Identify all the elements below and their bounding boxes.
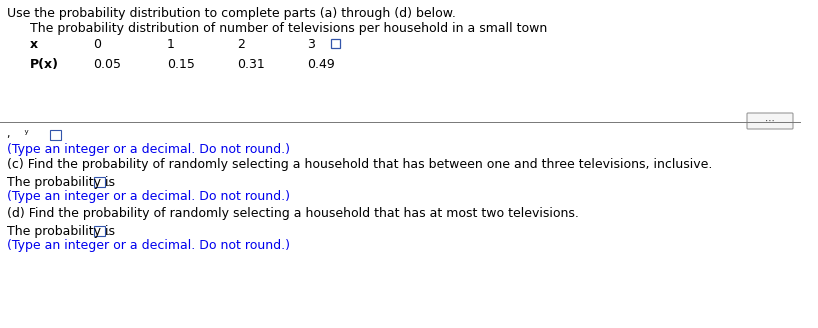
Text: x: x [30, 38, 38, 51]
Text: 0.49: 0.49 [307, 58, 335, 71]
Bar [50, 130, 61, 140]
Text: 1: 1 [167, 38, 175, 51]
Bar [94, 226, 105, 236]
Text: 2: 2 [237, 38, 245, 51]
Bar [94, 177, 105, 187]
Text: 0.31: 0.31 [237, 58, 265, 71]
Text: (Type an integer or a decimal. Do not round.): (Type an integer or a decimal. Do not ro… [7, 190, 290, 203]
Text: 0: 0 [93, 38, 101, 51]
Text: The probability distribution of number of televisions per household in a small t: The probability distribution of number o… [30, 22, 547, 35]
Text: (c) Find the probability of randomly selecting a household that has between one : (c) Find the probability of randomly sel… [7, 158, 712, 171]
Text: ,    ʸ: , ʸ [7, 129, 29, 139]
Text: .: . [106, 176, 110, 189]
Text: (Type an integer or a decimal. Do not round.): (Type an integer or a decimal. Do not ro… [7, 143, 290, 156]
Text: (d) Find the probability of randomly selecting a household that has at most two : (d) Find the probability of randomly sel… [7, 207, 579, 220]
Text: The probability is: The probability is [7, 176, 115, 189]
Text: The probability is: The probability is [7, 225, 115, 238]
Text: 0.05: 0.05 [93, 58, 121, 71]
Text: ⋯: ⋯ [765, 116, 775, 126]
Text: 0.15: 0.15 [167, 58, 195, 71]
Text: .: . [106, 225, 110, 238]
Text: 3: 3 [307, 38, 315, 51]
Text: Use the probability distribution to complete parts (a) through (d) below.: Use the probability distribution to comp… [7, 7, 456, 20]
FancyBboxPatch shape [747, 113, 793, 129]
Text: (Type an integer or a decimal. Do not round.): (Type an integer or a decimal. Do not ro… [7, 239, 290, 252]
Bar [331, 39, 340, 48]
Text: P(x): P(x) [30, 58, 59, 71]
